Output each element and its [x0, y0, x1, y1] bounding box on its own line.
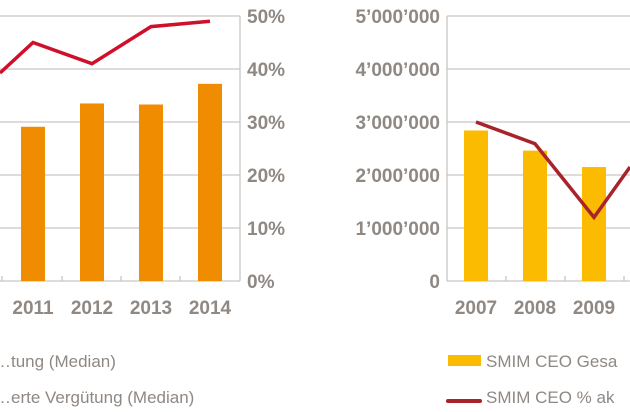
y-tick-label: 0	[429, 272, 440, 293]
bar	[139, 104, 163, 281]
series-line	[0, 19, 211, 75]
x-tick-label: 2008	[514, 298, 556, 319]
y-tick-label: 3’000’000	[355, 113, 440, 134]
bar	[21, 126, 45, 282]
x-tick-label: 2012	[71, 298, 113, 319]
y-tick-label: 2’000’000	[355, 166, 440, 187]
x-tick-label: 2009	[573, 298, 615, 319]
y-tick-label: 5’000’000	[355, 7, 440, 28]
bar	[80, 103, 104, 281]
x-tick-label: 2011	[12, 298, 54, 319]
series-line	[475, 120, 630, 221]
y-tick-label: 40%	[247, 60, 285, 81]
legend-label-line: …erte Vergütung (Median)	[0, 388, 194, 407]
y-tick-label: 4’000’000	[355, 60, 440, 81]
legend-swatch-bar	[448, 355, 481, 366]
x-tick-label: 2007	[455, 298, 497, 319]
legend-label-line: SMIM CEO % ak	[486, 388, 615, 407]
y-tick-label: 50%	[247, 7, 285, 28]
left-chart: 0% 10% 20% 30% 40% 50% 2011 2012 2013 2014 …tung (…	[0, 7, 285, 407]
bar	[582, 167, 606, 281]
y-tick-label: 30%	[247, 113, 285, 134]
bar	[464, 130, 488, 281]
right-chart: 0 1’000’000 2’000’000 3’000’000 4’000’000 5’0…	[355, 7, 630, 407]
legend-label-bar: …tung (Median)	[0, 352, 116, 371]
bar	[198, 83, 222, 281]
legend-label-bar: SMIM CEO Gesa	[486, 352, 618, 371]
bar	[523, 150, 547, 281]
x-tick-label: 2013	[130, 298, 172, 319]
y-tick-label: 20%	[247, 166, 285, 187]
y-tick-label: 1’000’000	[355, 219, 440, 240]
x-tick-label: 2014	[189, 298, 232, 319]
y-tick-label: 10%	[247, 219, 285, 240]
y-tick-label: 0%	[247, 272, 275, 293]
